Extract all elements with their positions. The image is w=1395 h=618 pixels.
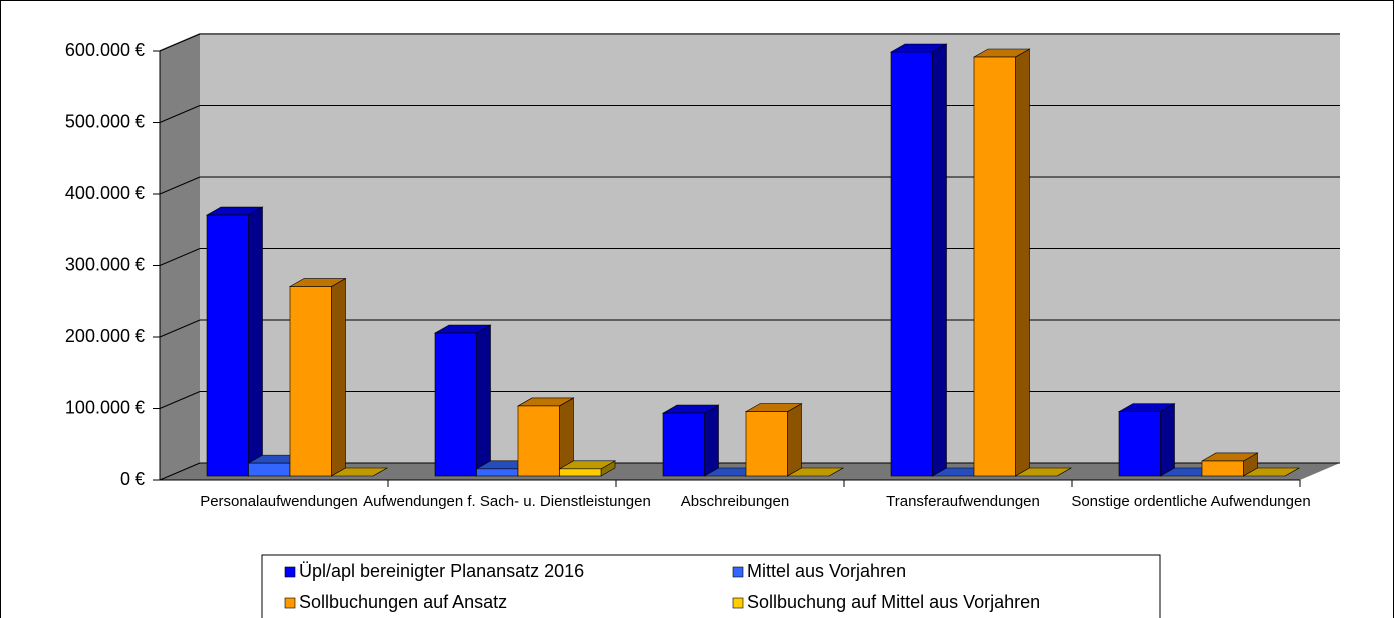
- bar-front: [1201, 460, 1244, 477]
- bar-front: [745, 411, 788, 477]
- bar-side: [1015, 48, 1030, 477]
- legend-swatch: [732, 597, 744, 609]
- grid-line-side: [159, 319, 201, 338]
- bar-top: [1242, 467, 1301, 477]
- bar: [516, 397, 575, 477]
- bar: [972, 48, 1031, 477]
- grid-line-side: [159, 33, 201, 52]
- bar-top: [786, 467, 845, 477]
- bar: [661, 404, 720, 477]
- bar-top: [1014, 467, 1073, 477]
- x-tick-label: Aufwendungen f. Sach- u. Dienstleistunge…: [363, 493, 651, 510]
- bar: [1117, 403, 1176, 477]
- bar-front: [476, 468, 519, 477]
- x-tick-label: Sonstige ordentliche Aufwendungen: [1071, 493, 1310, 510]
- bar-front: [973, 56, 1016, 477]
- legend-label: Sollbuchungen auf Ansatz: [299, 592, 507, 612]
- bar-front: [248, 462, 291, 477]
- bar-side: [932, 43, 947, 477]
- y-tick-label: 600.000 €: [65, 40, 145, 60]
- legend-label: Sollbuchung auf Mittel aus Vorjahren: [747, 592, 1040, 612]
- bar-front: [1118, 411, 1161, 477]
- bar-front: [662, 412, 705, 477]
- bar-side: [787, 403, 802, 477]
- legend-swatch: [284, 597, 296, 609]
- grid-line-side: [159, 248, 201, 266]
- bar-front: [890, 51, 933, 477]
- bar-side: [331, 278, 346, 477]
- bar: [1014, 467, 1073, 477]
- bar: [288, 278, 347, 477]
- bar: [205, 206, 264, 477]
- bar-side: [704, 404, 719, 477]
- y-tick-label: 200.000 €: [65, 326, 145, 346]
- legend-label: Mittel aus Vorjahren: [747, 561, 906, 581]
- bar: [330, 467, 389, 477]
- grid-line-side: [159, 391, 201, 409]
- bar: [889, 43, 948, 477]
- bar: [433, 324, 492, 477]
- legend: [261, 554, 1161, 618]
- bar-front: [434, 332, 477, 477]
- bar-side: [248, 206, 263, 477]
- grid-line-side: [159, 176, 201, 195]
- bar: [744, 403, 803, 477]
- x-tick-label: Transferaufwendungen: [886, 493, 1040, 510]
- legend-swatch: [732, 566, 744, 578]
- bar-front: [559, 468, 602, 477]
- bar-front: [289, 286, 332, 477]
- y-tick-label: 400.000 €: [65, 183, 145, 203]
- bar: [1200, 452, 1259, 477]
- legend-swatch: [284, 566, 296, 578]
- bar-side: [1160, 403, 1175, 477]
- y-tick-label: 300.000 €: [65, 254, 145, 274]
- grid-line-side: [159, 105, 201, 123]
- bar: [786, 467, 845, 477]
- grid-line-side: [159, 462, 201, 481]
- x-tick-label: Abschreibungen: [681, 493, 789, 510]
- bar: [1242, 467, 1301, 477]
- bar-front: [517, 405, 560, 477]
- legend-label: Üpl/apl bereinigter Planansatz 2016: [299, 561, 584, 581]
- y-tick-label: 500.000 €: [65, 111, 145, 131]
- bar-side: [476, 324, 491, 477]
- bar-top: [330, 467, 389, 477]
- x-tick-label: Personalaufwendungen: [200, 493, 358, 510]
- bar: [558, 460, 617, 477]
- bar-front: [206, 214, 249, 477]
- y-tick-label: 0 €: [120, 469, 145, 489]
- y-tick-label: 100.000 €: [65, 397, 145, 417]
